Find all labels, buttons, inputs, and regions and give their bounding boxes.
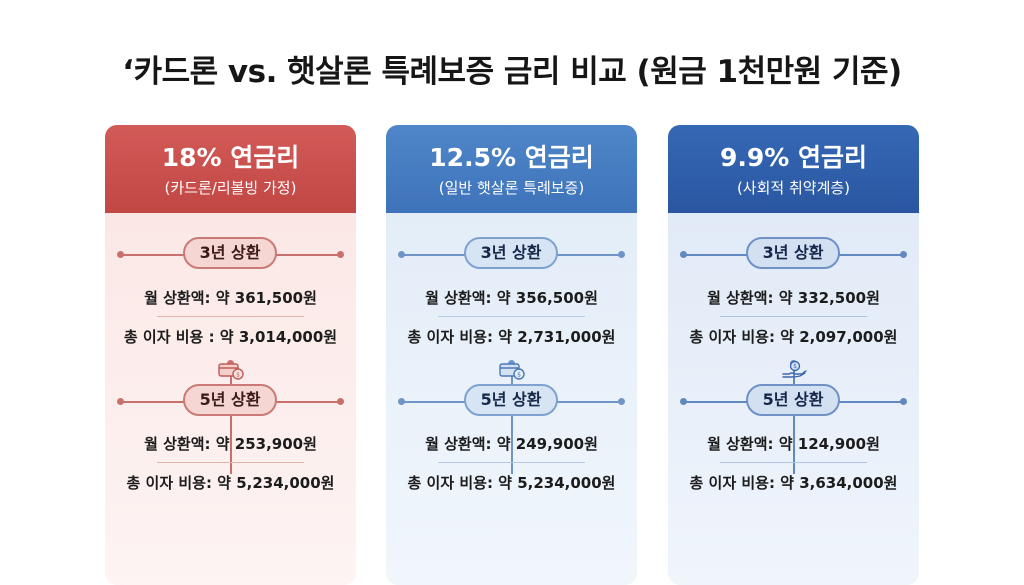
divider (157, 462, 304, 463)
five-year-row: 5년 상환 (386, 384, 637, 420)
three-year-monthly: 월 상환액: 약 332,500원 (707, 289, 880, 307)
five-year-interest: 총 이자 비용: 약 5,234,000원 (407, 474, 616, 492)
three-year-row: 3년 상환 (386, 237, 637, 273)
card-body: 3년 상환 월 상환액: 약 332,500원 총 이자 비용: 약 2,097… (668, 213, 919, 585)
five-year-row: 5년 상환 (668, 384, 919, 420)
hand-coin-icon: $ (782, 360, 807, 378)
three-year-pill: 3년 상환 (464, 237, 558, 269)
right-dot (900, 251, 907, 258)
right-line (837, 401, 905, 403)
right-line (274, 401, 342, 403)
left-dot (398, 251, 405, 258)
right-dot (337, 251, 344, 258)
card-header: 18% 연금리 (카드론/리볼빙 가정) (105, 125, 356, 213)
card-header: 9.9% 연금리 (사회적 취약계층) (668, 125, 919, 213)
left-dot (398, 398, 405, 405)
left-line (682, 254, 750, 256)
right-dot (900, 398, 907, 405)
left-dot (117, 251, 124, 258)
three-year-interest: 총 이자 비용: 약 2,097,000원 (689, 328, 898, 346)
rate-card-9-9: 9.9% 연금리 (사회적 취약계층) 3년 상환 월 상환액: 약 332,5… (668, 125, 919, 585)
card-subtitle: (사회적 취약계층) (736, 179, 851, 197)
three-year-pill: 3년 상환 (746, 237, 840, 269)
right-line (837, 254, 905, 256)
svg-text:$: $ (793, 363, 797, 370)
divider (438, 462, 585, 463)
connector-line (230, 364, 232, 474)
card-rate: 9.9% 연금리 (719, 143, 868, 172)
right-dot (337, 398, 344, 405)
three-year-row: 3년 상환 (668, 237, 919, 273)
left-dot (117, 398, 124, 405)
card-rate: 12.5% 연금리 (429, 143, 594, 172)
right-line (555, 401, 623, 403)
five-year-monthly: 월 상환액: 약 249,900원 (425, 435, 598, 453)
divider (157, 316, 304, 317)
right-line (555, 254, 623, 256)
five-year-monthly: 월 상환액: 약 124,900원 (707, 435, 880, 453)
three-year-monthly: 월 상환액: 약 361,500원 (144, 289, 317, 307)
connector-line (511, 364, 513, 474)
left-line (119, 401, 187, 403)
credit-card-icon: $ (499, 363, 525, 380)
page-title: ‘카드론 vs. 햇살론 특례보증 금리 비교 (원금 1천만원 기준) (122, 54, 902, 90)
svg-text:$: $ (236, 372, 240, 379)
rate-card-18: 18% 연금리 (카드론/리볼빙 가정) 3년 상환 월 상환액: 약 361,… (105, 125, 356, 585)
left-dot (680, 251, 687, 258)
right-line (274, 254, 342, 256)
five-year-interest: 총 이자 비용: 약 3,634,000원 (689, 474, 898, 492)
svg-text:$: $ (517, 372, 521, 379)
three-year-monthly: 월 상환액: 약 356,500원 (425, 289, 598, 307)
three-year-interest: 총 이자 비용 : 약 3,014,000원 (123, 328, 338, 346)
left-line (119, 254, 187, 256)
left-line (400, 401, 468, 403)
connector-line (793, 364, 795, 474)
divider (720, 316, 867, 317)
five-year-interest: 총 이자 비용: 약 5,234,000원 (126, 474, 335, 492)
right-dot (618, 251, 625, 258)
card-subtitle: (카드론/리볼빙 가정) (164, 179, 297, 197)
three-year-pill: 3년 상환 (183, 237, 277, 269)
credit-card-icon: $ (218, 363, 244, 380)
card-body: 3년 상환 월 상환액: 약 361,500원 총 이자 비용 : 약 3,01… (105, 213, 356, 585)
divider (720, 462, 867, 463)
left-line (682, 401, 750, 403)
three-year-interest: 총 이자 비용: 약 2,731,000원 (407, 328, 616, 346)
card-subtitle: (일반 햇살론 특례보증) (438, 179, 585, 197)
three-year-row: 3년 상환 (105, 237, 356, 273)
card-body: 3년 상환 월 상환액: 약 356,500원 총 이자 비용: 약 2,731… (386, 213, 637, 585)
divider (438, 316, 585, 317)
five-year-monthly: 월 상환액: 약 253,900원 (144, 435, 317, 453)
five-year-row: 5년 상환 (105, 384, 356, 420)
right-dot (618, 398, 625, 405)
left-line (400, 254, 468, 256)
card-header: 12.5% 연금리 (일반 햇살론 특례보증) (386, 125, 637, 213)
five-year-pill: 5년 상환 (746, 384, 840, 416)
card-rate: 18% 연금리 (161, 143, 300, 172)
rate-card-12-5: 12.5% 연금리 (일반 햇살론 특례보증) 3년 상환 월 상환액: 약 3… (386, 125, 637, 585)
left-dot (680, 398, 687, 405)
five-year-pill: 5년 상환 (464, 384, 558, 416)
five-year-pill: 5년 상환 (183, 384, 277, 416)
